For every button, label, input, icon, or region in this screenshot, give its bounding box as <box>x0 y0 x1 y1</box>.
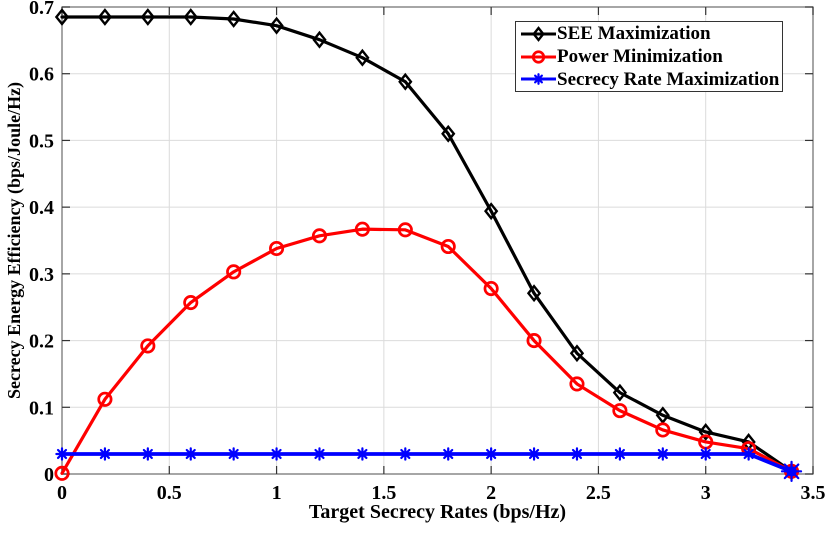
series-3-line <box>55 447 803 482</box>
y-tick-label: 0.3 <box>29 264 54 286</box>
x-tick-label: 1.5 <box>371 482 396 504</box>
legend-item-power-minimization: Power Minimization <box>520 46 782 68</box>
y-tick-label: 0.4 <box>29 197 54 219</box>
legend-box: SEE Maximization Power Minimization Secr… <box>515 21 783 92</box>
diamond-marker-icon <box>520 25 557 43</box>
legend-label: SEE Maximization <box>557 23 711 45</box>
y-tick-label: 0.6 <box>29 64 54 86</box>
y-tick-label: 0.1 <box>29 397 54 419</box>
x-tick-label: 0.5 <box>157 482 182 504</box>
x-tick-label: 3.5 <box>801 482 826 504</box>
y-tick-label: 0.5 <box>29 130 54 152</box>
y-tick-label: 0.7 <box>29 0 54 19</box>
circle-marker-icon <box>520 48 557 66</box>
x-tick-label: 2 <box>486 482 496 504</box>
gridlines <box>62 7 813 474</box>
y-tick-label: 0.2 <box>29 331 54 353</box>
plot-frame <box>61 6 814 475</box>
legend-label: Secrecy Rate Maximization <box>557 68 780 90</box>
legend-label: Power Minimization <box>557 46 723 67</box>
x-tick-label: 2.5 <box>586 482 611 504</box>
x-tick-label: 1 <box>272 482 282 504</box>
legend-item-see-maximization: SEE Maximization <box>520 23 782 45</box>
y-tick-label: 0 <box>44 464 54 486</box>
legend-item-secrecy-rate-maximization: Secrecy Rate Maximization <box>520 68 782 90</box>
x-axis-label: Target Secrecy Rates (bps/Hz) <box>308 501 567 523</box>
x-tick-label: 0 <box>57 482 67 504</box>
series-1-line <box>54 8 799 481</box>
asterisk-marker-icon <box>520 70 557 88</box>
x-tick-label: 3 <box>701 482 711 504</box>
